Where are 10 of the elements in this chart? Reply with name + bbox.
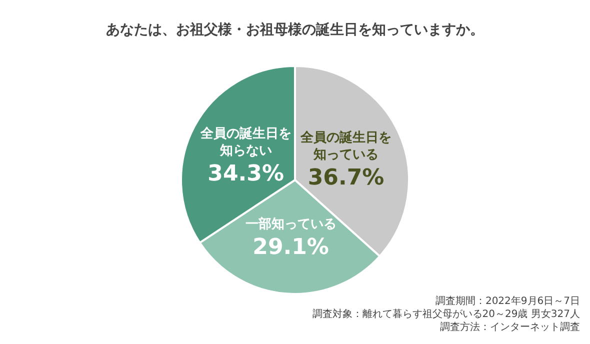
data-label: 29.1% <box>252 235 329 260</box>
text: 調査期間：2022年9月6日～7日 <box>435 295 580 307</box>
data-label: 36.7% <box>308 165 384 190</box>
data-label: 34.3% <box>208 162 284 186</box>
slice-label: 全員の誕生日を知っている <box>300 129 392 162</box>
text: 調査対象：離れて暮らす祖父母がいる20～29歳 男女327人 <box>312 308 580 320</box>
slice-label: 一部知っている <box>245 216 336 232</box>
chart-title: あなたは、お祖父様・お祖母様の誕生日を知っていますか。 <box>106 21 484 38</box>
text: 調査方法：インターネット調査 <box>440 321 580 333</box>
slice-label: 全員の誕生日を知らない <box>199 126 292 158</box>
